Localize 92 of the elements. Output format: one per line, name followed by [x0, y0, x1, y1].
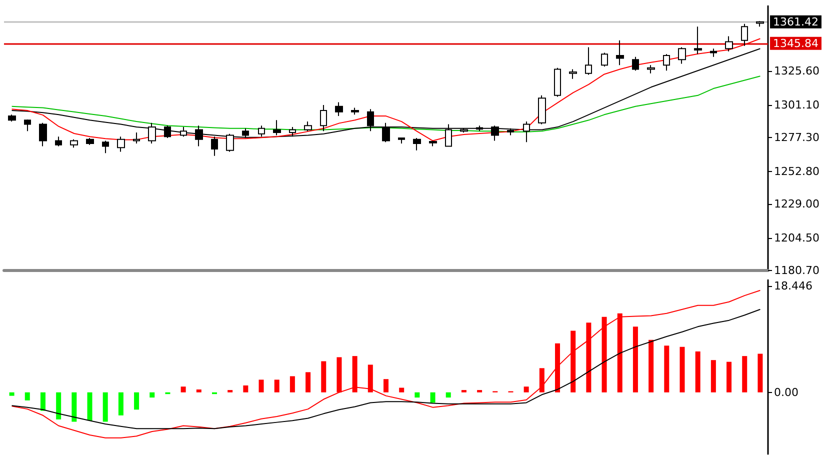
candlestick	[367, 108, 374, 132]
candlestick	[756, 20, 764, 28]
candlestick	[741, 23, 748, 46]
bar	[632, 326, 638, 392]
candlestick	[70, 138, 78, 148]
candlestick	[476, 125, 483, 132]
candlestick	[710, 48, 717, 58]
bar	[710, 360, 716, 392]
candlestick	[24, 118, 31, 132]
bar	[758, 354, 763, 392]
candlestick	[601, 52, 608, 68]
bar	[680, 346, 685, 392]
y-tick-label: 1252.80	[774, 164, 820, 178]
bar	[196, 389, 202, 392]
bar	[40, 392, 46, 411]
bar	[150, 392, 155, 398]
candlestick	[133, 132, 140, 144]
candlestick	[647, 64, 655, 74]
line-series	[11, 308, 761, 430]
candlestick	[694, 26, 702, 55]
candlestick	[585, 46, 592, 76]
bar	[664, 346, 670, 392]
candlestick	[304, 121, 312, 132]
y-tick-label: 1301.10	[774, 98, 820, 112]
bar	[321, 361, 326, 392]
ref-line-label: 1361.42	[773, 15, 818, 28]
bar	[9, 392, 14, 396]
candlestick	[678, 46, 686, 64]
y-tick-label: 0.00	[774, 386, 798, 399]
bar	[180, 386, 186, 392]
candlestick	[413, 138, 421, 151]
candlestick	[86, 138, 94, 146]
bar	[555, 343, 560, 392]
bar	[430, 392, 436, 403]
candlestick	[460, 128, 468, 134]
bar	[258, 380, 264, 392]
bar	[446, 392, 451, 398]
y-tick-label: 1277.30	[774, 131, 820, 144]
candlestick	[663, 54, 670, 72]
y-tick-label: 1204.50	[774, 231, 820, 244]
y-tick-label: 1229.00	[774, 198, 820, 211]
y-tick-label: 1180.70	[774, 264, 820, 277]
candlestick	[538, 94, 546, 125]
line-series	[11, 290, 761, 438]
candlestick	[554, 67, 561, 98]
bar	[243, 385, 248, 392]
bar	[24, 392, 30, 400]
bar	[695, 351, 700, 392]
bar	[570, 330, 576, 392]
bar	[56, 392, 62, 420]
bar	[352, 356, 358, 392]
bar	[72, 392, 77, 422]
candlestick	[429, 140, 437, 147]
bar	[274, 380, 280, 392]
candlestick	[351, 107, 359, 116]
bar	[306, 372, 311, 392]
bar	[648, 340, 654, 392]
candlestick	[102, 140, 109, 154]
candlestick	[335, 102, 343, 117]
candlestick	[8, 114, 16, 122]
bar	[368, 364, 373, 392]
bar	[399, 388, 404, 392]
candlestick	[569, 68, 577, 80]
bar	[102, 392, 108, 422]
candlestick	[320, 104, 327, 132]
candlestick	[725, 36, 733, 52]
bar	[586, 322, 592, 392]
y-tick-label: 1325.60	[774, 64, 820, 78]
candlestick	[258, 125, 265, 138]
bar	[414, 392, 420, 398]
bar	[384, 379, 388, 392]
bar	[539, 368, 544, 392]
bar	[118, 392, 124, 416]
bar	[524, 386, 529, 392]
candlestick	[39, 122, 47, 147]
bar	[290, 376, 295, 392]
candlestick	[273, 120, 281, 136]
y-tick-label: 18.446	[774, 280, 812, 293]
bar	[134, 392, 140, 410]
candlestick	[616, 40, 624, 66]
candlestick	[55, 136, 62, 147]
candlestick	[632, 56, 639, 72]
bar	[726, 362, 732, 392]
candlestick	[117, 136, 125, 152]
ref-line-label: 1345.84	[773, 36, 818, 50]
bar	[742, 356, 748, 392]
line-series	[11, 76, 761, 132]
bar	[602, 316, 607, 392]
bar	[87, 392, 92, 421]
bar	[617, 313, 622, 392]
bar	[336, 357, 342, 392]
candlestick	[398, 138, 405, 144]
